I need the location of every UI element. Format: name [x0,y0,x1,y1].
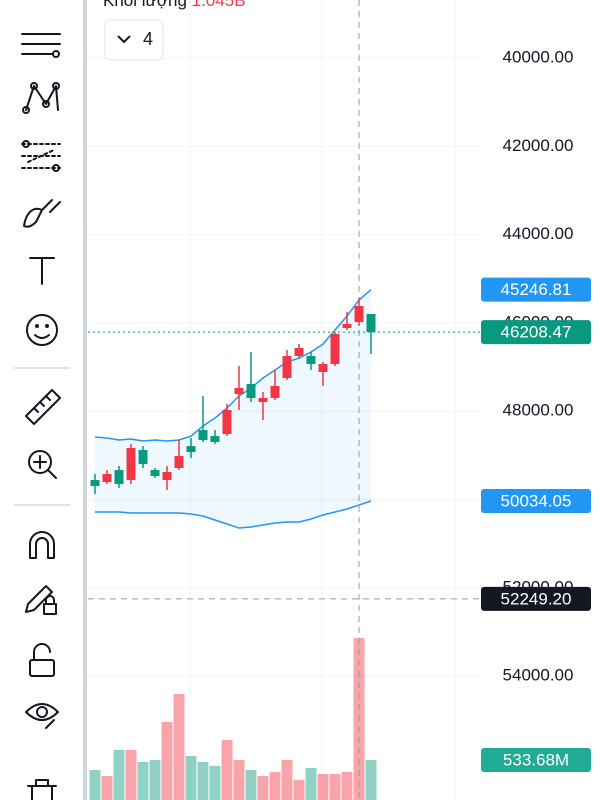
tool-emoji[interactable] [26,314,58,346]
candle-body [234,388,244,394]
candle-body [306,356,316,365]
volume-bar [209,765,221,800]
volume-bar [149,759,161,800]
volume-bar [101,776,113,800]
candle-body [354,306,364,323]
tool-fib[interactable] [21,140,61,172]
volume-bar [125,749,137,800]
candle-body [90,480,100,487]
volume-bar [257,776,269,800]
interval-label: 4 [143,29,153,49]
toolbar [14,33,70,800]
candle-body [318,364,328,373]
candle-body [186,446,196,453]
band-fill [95,289,371,529]
volume-value: 1.045B [192,0,246,10]
candle-body [174,456,184,469]
volume-bar [233,759,245,800]
volume-bar [113,749,125,800]
price-badge-label: 46208.47 [501,323,572,342]
volume-label: Khối lượng [103,0,187,10]
volume-bar [137,761,149,800]
candle-body [138,450,148,465]
band-upper [94,289,372,442]
chevron [117,35,131,44]
y-tick-label: 48000.00 [503,401,574,420]
y-tick-label: 42000.00 [503,136,574,155]
interval-button[interactable] [104,19,164,61]
volume-bar [305,767,317,800]
volume-bar [269,771,281,800]
candle-body [246,384,256,399]
tool-lock[interactable] [29,643,55,677]
price-badge [481,747,591,772]
tool-magnet[interactable] [29,531,55,559]
candle-body [114,470,124,485]
tool-zoom[interactable] [28,450,57,479]
band-lower [95,500,372,529]
tool-pattern[interactable] [22,82,60,114]
price-badge-label: 45246.81 [501,280,572,299]
volume-bar [89,770,101,800]
plot: 40000.0042000.0044000.0046000.0048000.00… [88,0,591,800]
candle-body [294,348,304,357]
candle-body [270,386,280,399]
price-badge-label: 533.68M [503,750,569,769]
candle-body [282,356,292,379]
candle-body [222,410,232,434]
candle-body [162,472,172,480]
candle-body [258,398,268,403]
price-badge-label: 52249.20 [501,589,572,608]
volume-bar [293,779,305,800]
candle-body [366,313,376,333]
tool-brush[interactable] [23,199,61,228]
volume-bar [341,771,353,800]
volume-caption: Khối lượng 1.045B [103,0,246,10]
tool-lines[interactable] [21,33,61,58]
price-badge [481,586,591,611]
candle-body [342,324,352,329]
price-badge-label: 50034.05 [501,492,572,511]
candle-body [210,436,220,443]
tool-eye[interactable] [25,703,59,729]
candle-body [126,448,136,480]
volume-bar [281,759,293,800]
volume-bar [185,755,197,800]
candle-body [150,470,160,477]
tool-draw-lock[interactable] [25,585,57,615]
price-badge [481,489,591,514]
tool-ruler[interactable] [25,389,61,425]
volume-bar [245,770,257,800]
toolbar-border [83,0,87,800]
volume-bar [161,721,173,800]
volume-bar [197,761,209,800]
candle-body [330,333,340,365]
volume-bar [317,773,329,800]
candle-body [198,430,208,440]
tool-trash[interactable] [27,779,57,800]
volume-bar [329,773,341,800]
volume-bar [365,759,377,800]
candle-body [102,473,112,483]
price-badge [481,277,591,302]
price-badge [481,320,591,345]
volume-bar [221,740,233,800]
tool-text[interactable] [29,257,55,285]
y-tick-label: 44000.00 [503,224,574,243]
y-tick-label: 54000.00 [503,666,574,685]
y-tick-label: 40000.00 [503,47,574,66]
volume-bar [173,693,185,800]
